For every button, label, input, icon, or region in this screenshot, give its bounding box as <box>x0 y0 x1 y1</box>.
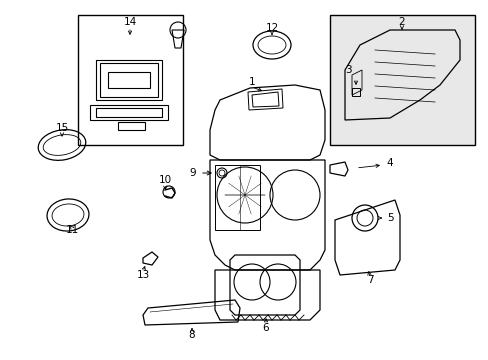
Text: 11: 11 <box>65 225 79 235</box>
Bar <box>78 15 183 145</box>
Text: 7: 7 <box>366 275 372 285</box>
Text: 6: 6 <box>262 323 269 333</box>
Text: 2: 2 <box>398 17 405 27</box>
Text: 10: 10 <box>158 175 171 185</box>
Text: 9: 9 <box>189 168 196 178</box>
Text: 4: 4 <box>386 158 392 168</box>
Text: 5: 5 <box>386 213 392 223</box>
Text: 12: 12 <box>265 23 278 33</box>
Polygon shape <box>251 92 279 107</box>
Text: 13: 13 <box>136 270 149 280</box>
Text: 14: 14 <box>123 17 136 27</box>
Text: 8: 8 <box>188 330 195 340</box>
Bar <box>329 15 474 145</box>
Text: 15: 15 <box>55 123 68 133</box>
Text: 3: 3 <box>344 65 350 75</box>
Text: 1: 1 <box>248 77 255 87</box>
